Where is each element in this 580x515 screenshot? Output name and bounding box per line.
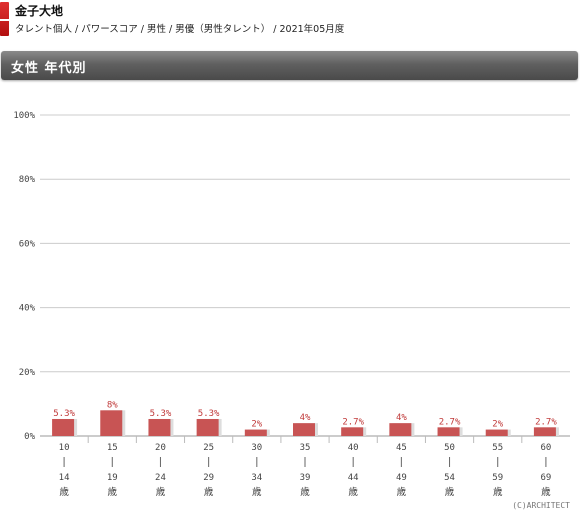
x-tick-label-to: 29 [203, 473, 214, 483]
page-header: 金子大地 タレント個人 / パワースコア / 男性 / 男優（男性タレント） /… [0, 0, 580, 40]
breadcrumb: タレント個人 / パワースコア / 男性 / 男優（男性タレント） / 2021… [15, 24, 345, 35]
x-tick-label-unit: 歳 [204, 486, 214, 498]
y-tick-label: 100% [13, 111, 35, 121]
x-tick-label-unit: 歳 [108, 486, 118, 498]
x-tick-label-unit: 歳 [59, 486, 69, 498]
x-tick-label-unit: 歳 [445, 486, 455, 498]
y-tick-label: 20% [19, 368, 36, 378]
x-tick-label-to: 24 [155, 473, 166, 483]
bar [148, 418, 171, 436]
data-label: 5.3% [150, 409, 172, 419]
data-label: 2% [492, 420, 503, 430]
bar [437, 427, 460, 436]
x-tick-label-unit: 歳 [493, 486, 503, 498]
x-tick-label-unit: 歳 [397, 486, 407, 498]
x-tick-label-to: 19 [107, 473, 118, 483]
section-title: 女性 年代別 [11, 61, 87, 76]
data-label: 5.3% [53, 409, 75, 419]
bar [100, 410, 123, 436]
x-tick-label-to: 69 [540, 473, 551, 483]
x-tick-label-from: 20 [155, 443, 166, 453]
x-tick-label-to: 44 [348, 473, 359, 483]
x-tick-label-from: 30 [251, 443, 262, 453]
y-tick-label: 60% [19, 239, 36, 249]
x-tick-label-from: 50 [444, 443, 455, 453]
talent-name: 金子大地 [15, 4, 64, 18]
x-tick-label-to: 14 [59, 473, 70, 483]
bar [341, 427, 364, 436]
x-tick-label-unit: 歳 [300, 486, 310, 498]
data-label: 4% [300, 413, 311, 423]
x-tick-label-unit: 歳 [541, 486, 551, 498]
x-tick-label-from: 25 [203, 443, 214, 453]
x-tick-label-unit: 歳 [348, 486, 358, 498]
data-label: 2% [251, 420, 262, 430]
section-header: 女性 年代別 [1, 51, 578, 80]
bar [293, 423, 315, 436]
bar [244, 429, 267, 436]
bar [533, 427, 556, 436]
x-tick-label-unit: 歳 [156, 486, 166, 498]
x-tick-label-to: 49 [396, 473, 407, 483]
x-tick-label-to: 59 [492, 473, 503, 483]
bar [389, 423, 412, 436]
bar [485, 429, 508, 436]
bar [52, 418, 75, 436]
x-tick-label-from: 55 [492, 443, 503, 453]
x-tick-label-from: 10 [59, 443, 70, 453]
x-tick-label-to: 39 [300, 473, 311, 483]
data-label: 2.7% [342, 417, 364, 427]
copyright: (C)ARCHITECT [512, 501, 570, 510]
x-tick-label-unit: 歳 [252, 486, 262, 498]
y-tick-label: 0% [24, 432, 35, 442]
x-tick-label-to: 34 [251, 473, 262, 483]
x-tick-label-to: 54 [444, 473, 455, 483]
x-tick-label-from: 15 [107, 443, 118, 453]
y-tick-label: 40% [19, 304, 36, 314]
data-label: 5.3% [198, 409, 220, 419]
data-label: 2.7% [439, 417, 461, 427]
bar [196, 418, 219, 436]
x-tick-label-from: 35 [300, 443, 311, 453]
x-tick-label-from: 45 [396, 443, 407, 453]
data-label: 8% [107, 400, 118, 410]
header-accent-bar [0, 2, 9, 36]
x-tick-label-from: 40 [348, 443, 359, 453]
y-tick-label: 80% [19, 175, 36, 185]
data-label: 4% [396, 413, 407, 423]
x-tick-label-from: 60 [540, 443, 551, 453]
data-label: 2.7% [535, 417, 557, 427]
bar-chart: 0% 20% 40% 60% 80% 100% 5.3% 10 14 歳 8% 15 19 歳 5.3% 20… [13, 111, 570, 498]
